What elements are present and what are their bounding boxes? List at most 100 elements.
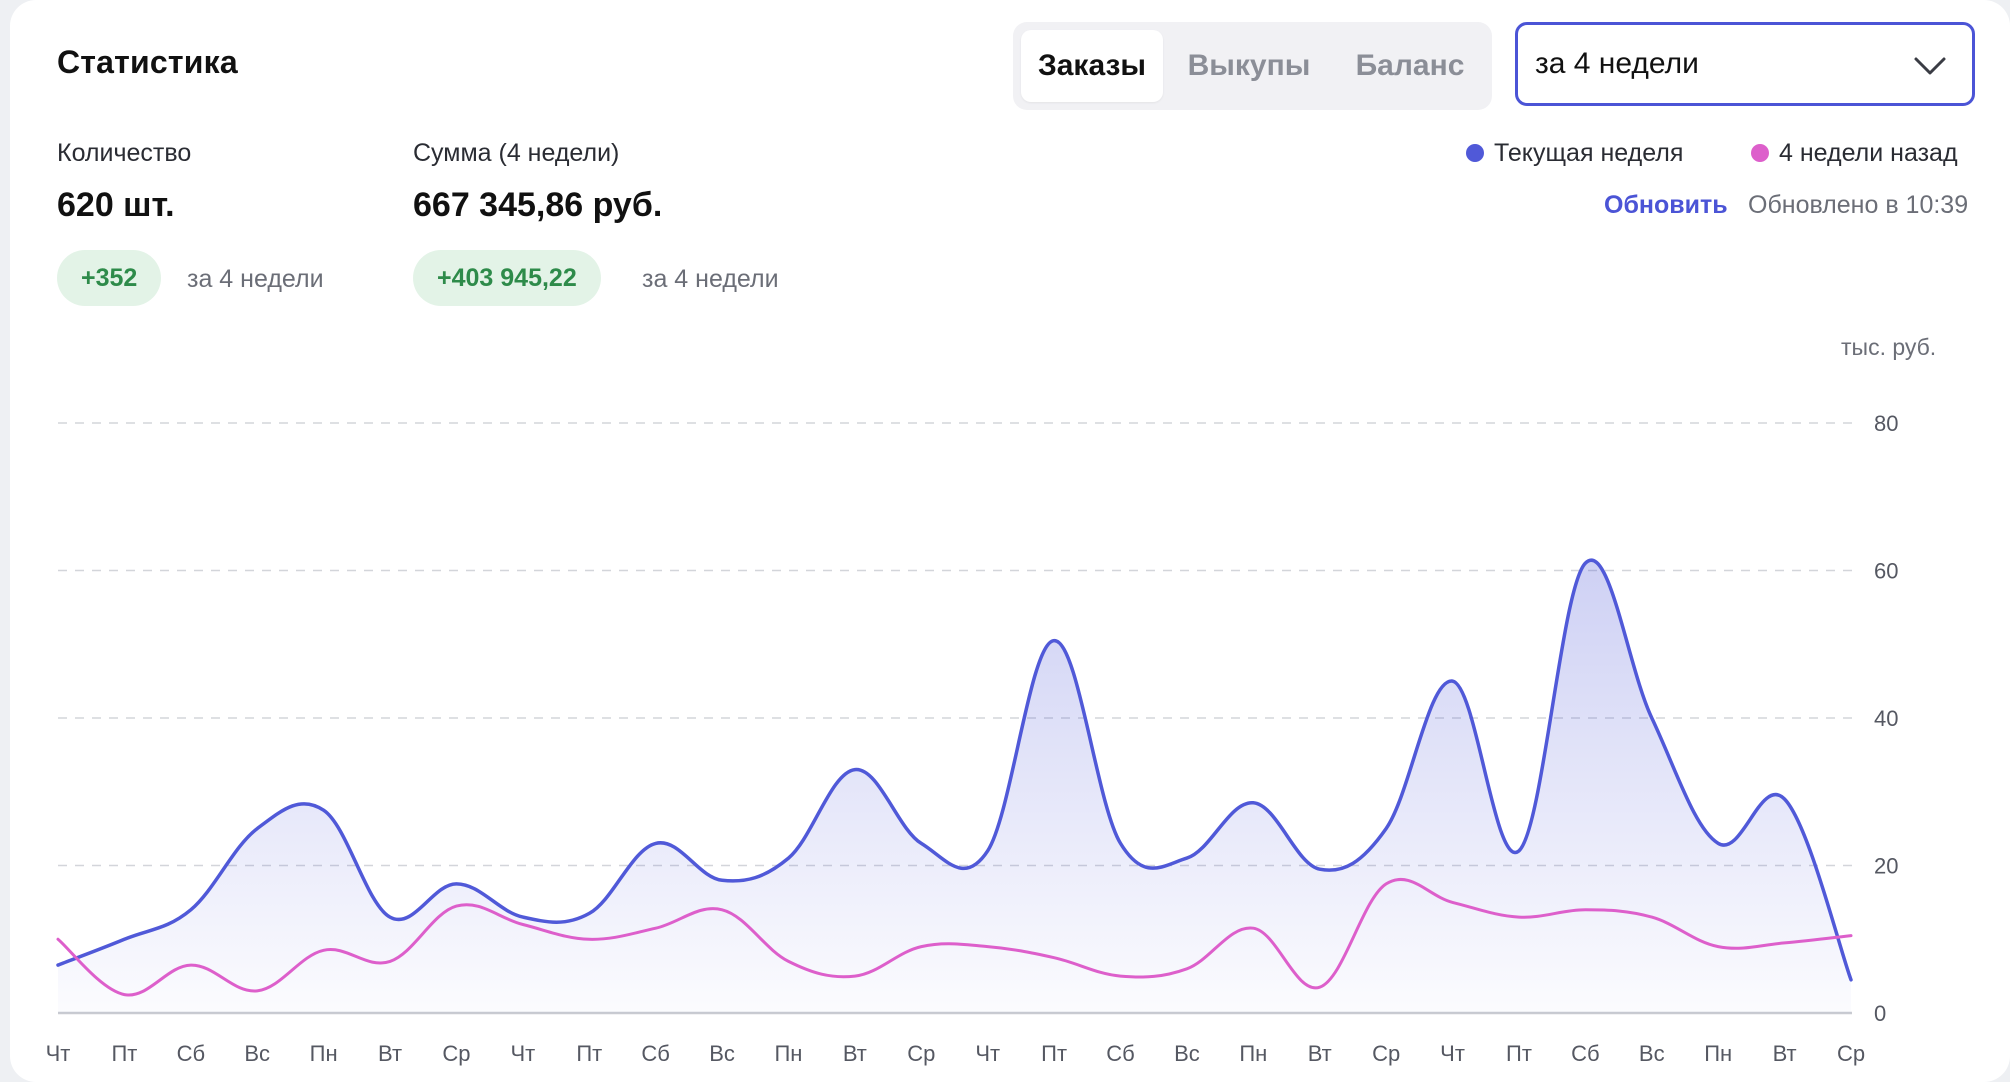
data-point-previous-weeks[interactable]: [114, 985, 134, 1005]
data-point-current-week[interactable]: [446, 874, 466, 894]
data-point-current-week[interactable]: [1243, 793, 1263, 813]
data-point-current-week[interactable]: [1177, 848, 1197, 868]
data-point-current-week[interactable]: [579, 903, 599, 923]
data-point-current-week[interactable]: [1841, 970, 1861, 990]
tab-orders[interactable]: Заказы: [1021, 30, 1163, 102]
x-tick-label: Вс: [1174, 1041, 1200, 1066]
x-tick-label: Чт: [975, 1041, 1000, 1066]
count-delta-note: за 4 недели: [187, 265, 324, 293]
x-tick-label: Вт: [1308, 1041, 1332, 1066]
period-select[interactable]: за 4 недели: [1515, 22, 1975, 106]
data-point-current-week[interactable]: [845, 760, 865, 780]
data-point-previous-weeks[interactable]: [48, 929, 68, 949]
series-line-previous-weeks: [56, 877, 1853, 997]
data-point-previous-weeks[interactable]: [446, 896, 466, 916]
data-point-current-week[interactable]: [1376, 819, 1396, 839]
data-point-previous-weeks[interactable]: [1177, 959, 1197, 979]
data-point-previous-weeks[interactable]: [1443, 892, 1463, 912]
series-line-current-week: [56, 558, 1853, 982]
chevron-down-icon: [1914, 57, 1946, 75]
data-point-previous-weeks[interactable]: [181, 955, 201, 975]
data-point-current-week[interactable]: [1310, 859, 1330, 879]
data-point-previous-weeks[interactable]: [314, 940, 334, 960]
refresh-link[interactable]: Обновить: [1604, 191, 1728, 219]
data-point-current-week[interactable]: [380, 907, 400, 927]
data-point-previous-weeks[interactable]: [1708, 937, 1728, 957]
data-point-current-week[interactable]: [646, 833, 666, 853]
data-point-current-week[interactable]: [911, 833, 931, 853]
data-point-current-week[interactable]: [247, 819, 267, 839]
data-point-previous-weeks[interactable]: [247, 981, 267, 1001]
data-point-current-week[interactable]: [778, 848, 798, 868]
y-axis-units: тыс. руб.: [1841, 334, 1937, 360]
data-point-current-week[interactable]: [1775, 789, 1795, 809]
data-point-previous-weeks[interactable]: [1111, 966, 1131, 986]
x-tick-label: Ср: [1837, 1041, 1865, 1066]
data-point-previous-weeks[interactable]: [1775, 933, 1795, 953]
metric-tabs: Заказы Выкупы Баланс: [1013, 22, 1492, 110]
data-point-previous-weeks[interactable]: [380, 951, 400, 971]
x-tick-label: Вт: [1773, 1041, 1797, 1066]
data-point-current-week[interactable]: [978, 841, 998, 861]
data-point-previous-weeks[interactable]: [978, 937, 998, 957]
x-tick-label: Пт: [576, 1041, 602, 1066]
data-point-previous-weeks[interactable]: [579, 929, 599, 949]
sum-delta-badge: +403 945,22: [413, 250, 601, 306]
y-tick-label: 80: [1874, 411, 1898, 436]
x-tick-label: Пн: [774, 1041, 802, 1066]
legend-current-dot-icon: [1466, 144, 1484, 162]
data-point-current-week[interactable]: [181, 900, 201, 920]
data-point-current-week[interactable]: [1111, 833, 1131, 853]
data-point-current-week[interactable]: [1044, 631, 1064, 651]
page-title: Статистика: [57, 44, 238, 80]
x-tick-label: Вс: [709, 1041, 735, 1066]
legend-previous-label: 4 недели назад: [1779, 139, 1958, 167]
x-tick-label: Вт: [378, 1041, 402, 1066]
data-point-previous-weeks[interactable]: [513, 915, 533, 935]
data-point-previous-weeks[interactable]: [1310, 977, 1330, 997]
data-point-current-week[interactable]: [1642, 708, 1662, 728]
x-tick-label: Ср: [907, 1041, 935, 1066]
data-point-previous-weeks[interactable]: [1642, 907, 1662, 927]
tab-balance[interactable]: Баланс: [1355, 49, 1465, 82]
updated-time: Обновлено в 10:39: [1748, 191, 1969, 219]
data-point-current-week[interactable]: [1443, 671, 1463, 691]
data-point-current-week[interactable]: [48, 955, 68, 975]
count-delta-badge: +352: [57, 250, 162, 306]
data-point-previous-weeks[interactable]: [911, 937, 931, 957]
data-point-current-week[interactable]: [314, 800, 334, 820]
data-point-current-week[interactable]: [1575, 553, 1595, 573]
data-point-previous-weeks[interactable]: [1376, 874, 1396, 894]
legend-previous: 4 недели назад: [1751, 139, 1958, 168]
y-tick-label: 60: [1874, 559, 1898, 584]
data-point-previous-weeks[interactable]: [712, 900, 732, 920]
count-label: Количество: [57, 139, 192, 167]
tab-buyouts[interactable]: Выкупы: [1187, 49, 1311, 82]
data-point-current-week[interactable]: [114, 929, 134, 949]
data-point-previous-weeks[interactable]: [845, 966, 865, 986]
data-point-current-week[interactable]: [1509, 841, 1529, 861]
data-point-previous-weeks[interactable]: [1044, 948, 1064, 968]
data-point-previous-weeks[interactable]: [1575, 900, 1595, 920]
data-point-previous-weeks[interactable]: [646, 918, 666, 938]
x-tick-label: Пт: [1506, 1041, 1532, 1066]
legend-previous-dot-icon: [1751, 144, 1769, 162]
y-tick-label: 0: [1874, 1001, 1886, 1026]
legend-current: Текущая неделя: [1466, 139, 1683, 168]
period-select-value: за 4 недели: [1535, 47, 1699, 80]
x-tick-label: Пн: [1704, 1041, 1732, 1066]
data-point-previous-weeks[interactable]: [1243, 918, 1263, 938]
sum-label: Сумма (4 недели): [413, 139, 620, 167]
data-point-current-week[interactable]: [1708, 833, 1728, 853]
x-tick-label: Вс: [244, 1041, 270, 1066]
data-point-previous-weeks[interactable]: [778, 951, 798, 971]
data-point-current-week[interactable]: [712, 870, 732, 890]
series-area-current-week: [58, 560, 1851, 1013]
x-tick-label: Пт: [1041, 1041, 1067, 1066]
data-point-previous-weeks[interactable]: [1509, 907, 1529, 927]
x-tick-label: Сб: [1571, 1041, 1600, 1066]
x-tick-label: Пн: [1239, 1041, 1267, 1066]
x-tick-label: Сб: [1106, 1041, 1135, 1066]
data-point-previous-weeks[interactable]: [1841, 926, 1861, 946]
